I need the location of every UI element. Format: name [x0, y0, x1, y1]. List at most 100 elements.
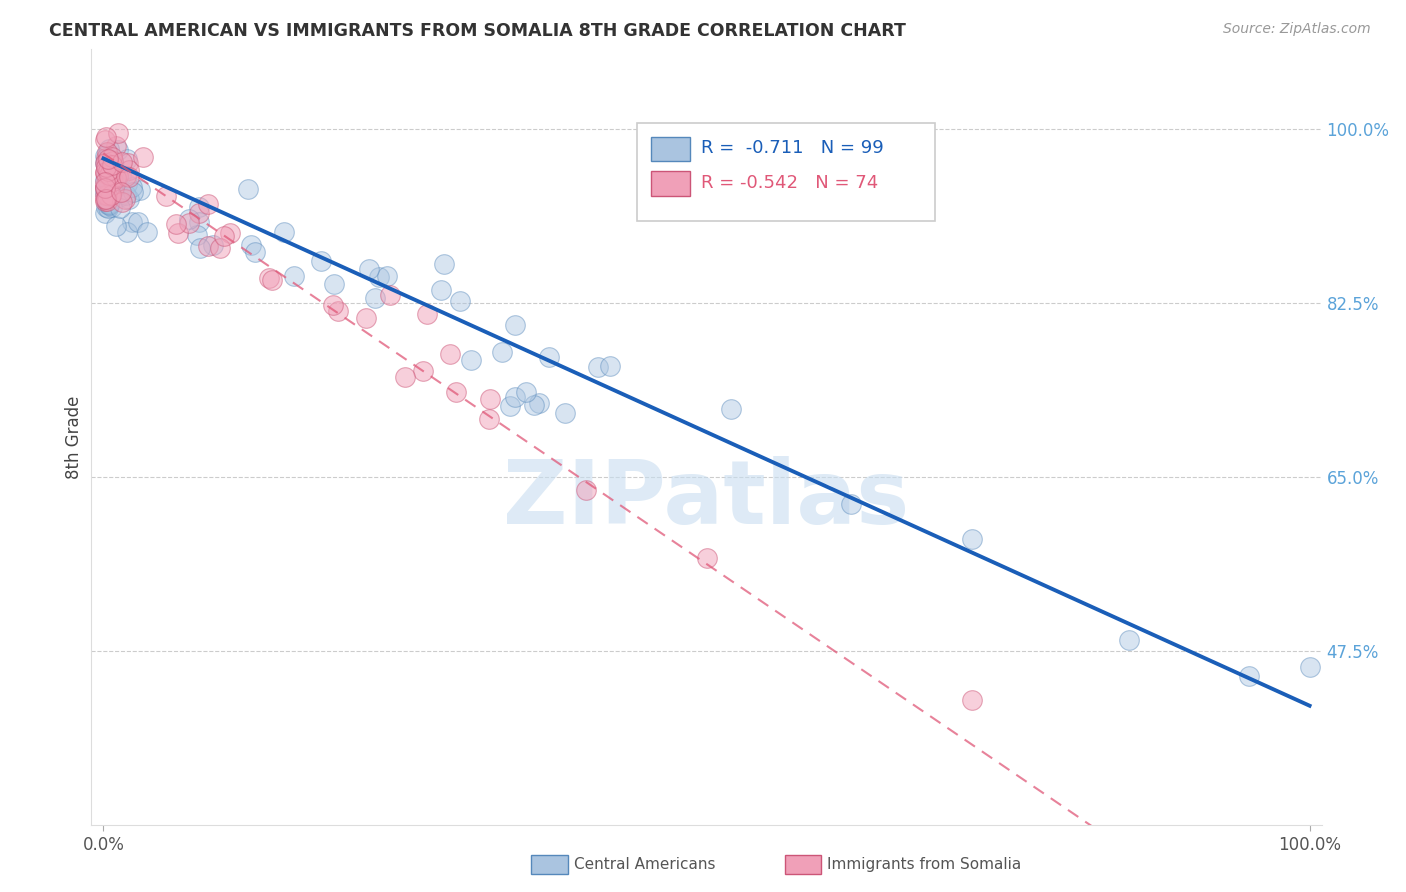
Point — [101, 150, 124, 164]
Point — [367, 270, 389, 285]
Point — [375, 269, 398, 284]
Point — [188, 241, 211, 255]
Point — [93, 206, 115, 220]
Point — [219, 227, 242, 241]
Point — [208, 241, 231, 255]
Point — [101, 158, 124, 172]
Point — [439, 346, 461, 360]
Point — [93, 172, 115, 186]
Point — [94, 200, 117, 214]
Point — [105, 169, 128, 184]
Point — [586, 359, 609, 374]
Point — [98, 178, 121, 193]
Point — [188, 206, 211, 220]
Point — [107, 144, 129, 158]
Point — [187, 215, 209, 229]
Point — [110, 154, 132, 169]
Point — [97, 168, 120, 182]
Point — [98, 142, 121, 156]
Point — [96, 186, 118, 200]
Point — [103, 153, 125, 168]
Point — [101, 200, 124, 214]
Point — [98, 196, 121, 211]
Point — [94, 155, 117, 169]
Point — [101, 183, 124, 197]
Point — [96, 154, 118, 169]
Point — [97, 197, 120, 211]
Point — [132, 150, 155, 164]
Point — [1298, 660, 1320, 674]
Point — [309, 254, 332, 268]
Point — [100, 171, 122, 186]
Point — [100, 162, 122, 177]
Point — [115, 177, 138, 191]
Point — [100, 156, 122, 170]
Point — [115, 153, 138, 167]
Point — [103, 162, 125, 177]
Point — [104, 171, 127, 186]
Point — [356, 311, 378, 326]
Point — [575, 483, 598, 497]
Point — [98, 197, 121, 211]
Point — [96, 156, 118, 170]
Point — [491, 345, 513, 359]
Point — [283, 268, 305, 283]
Point — [257, 271, 280, 285]
Point — [93, 155, 115, 169]
Point — [97, 176, 120, 190]
Point — [93, 192, 115, 206]
Point — [97, 164, 120, 178]
Point — [94, 178, 117, 193]
Point — [98, 173, 121, 187]
Point — [97, 189, 120, 203]
Point — [94, 164, 117, 178]
Point — [322, 298, 344, 312]
Point — [121, 180, 143, 194]
Point — [108, 202, 131, 216]
Point — [357, 262, 380, 277]
Point — [103, 180, 125, 194]
Point — [94, 175, 117, 189]
Point — [522, 398, 544, 412]
Point — [179, 216, 201, 230]
Point — [599, 359, 621, 373]
Point — [240, 238, 263, 252]
Point — [322, 277, 344, 291]
Text: Central Americans: Central Americans — [574, 857, 716, 871]
Point — [364, 291, 387, 305]
Point — [103, 184, 125, 198]
Point — [103, 163, 125, 178]
Point — [1118, 632, 1140, 647]
Point — [100, 169, 122, 184]
Point — [1239, 669, 1261, 683]
Point — [839, 497, 862, 511]
Point — [100, 174, 122, 188]
Point — [96, 173, 118, 187]
Point — [478, 412, 501, 426]
Point — [238, 182, 260, 196]
Point — [94, 129, 117, 144]
Point — [115, 188, 138, 202]
Point — [202, 237, 225, 252]
Point — [515, 385, 537, 400]
Point — [94, 149, 117, 163]
Point — [197, 239, 219, 253]
Text: R =  -0.711   N = 99: R = -0.711 N = 99 — [702, 139, 884, 157]
Point — [188, 200, 211, 214]
Point — [93, 165, 115, 179]
Point — [98, 165, 121, 179]
Point — [107, 126, 129, 140]
Point — [503, 390, 526, 404]
Point — [115, 225, 138, 239]
Y-axis label: 8th Grade: 8th Grade — [65, 395, 83, 479]
Point — [720, 402, 742, 417]
Point — [118, 162, 141, 177]
Point — [449, 293, 471, 308]
Point — [326, 304, 349, 318]
Point — [94, 160, 117, 174]
Point — [108, 190, 131, 204]
Point — [100, 187, 122, 202]
Point — [478, 392, 501, 406]
Point — [197, 197, 219, 211]
Point — [503, 318, 526, 332]
